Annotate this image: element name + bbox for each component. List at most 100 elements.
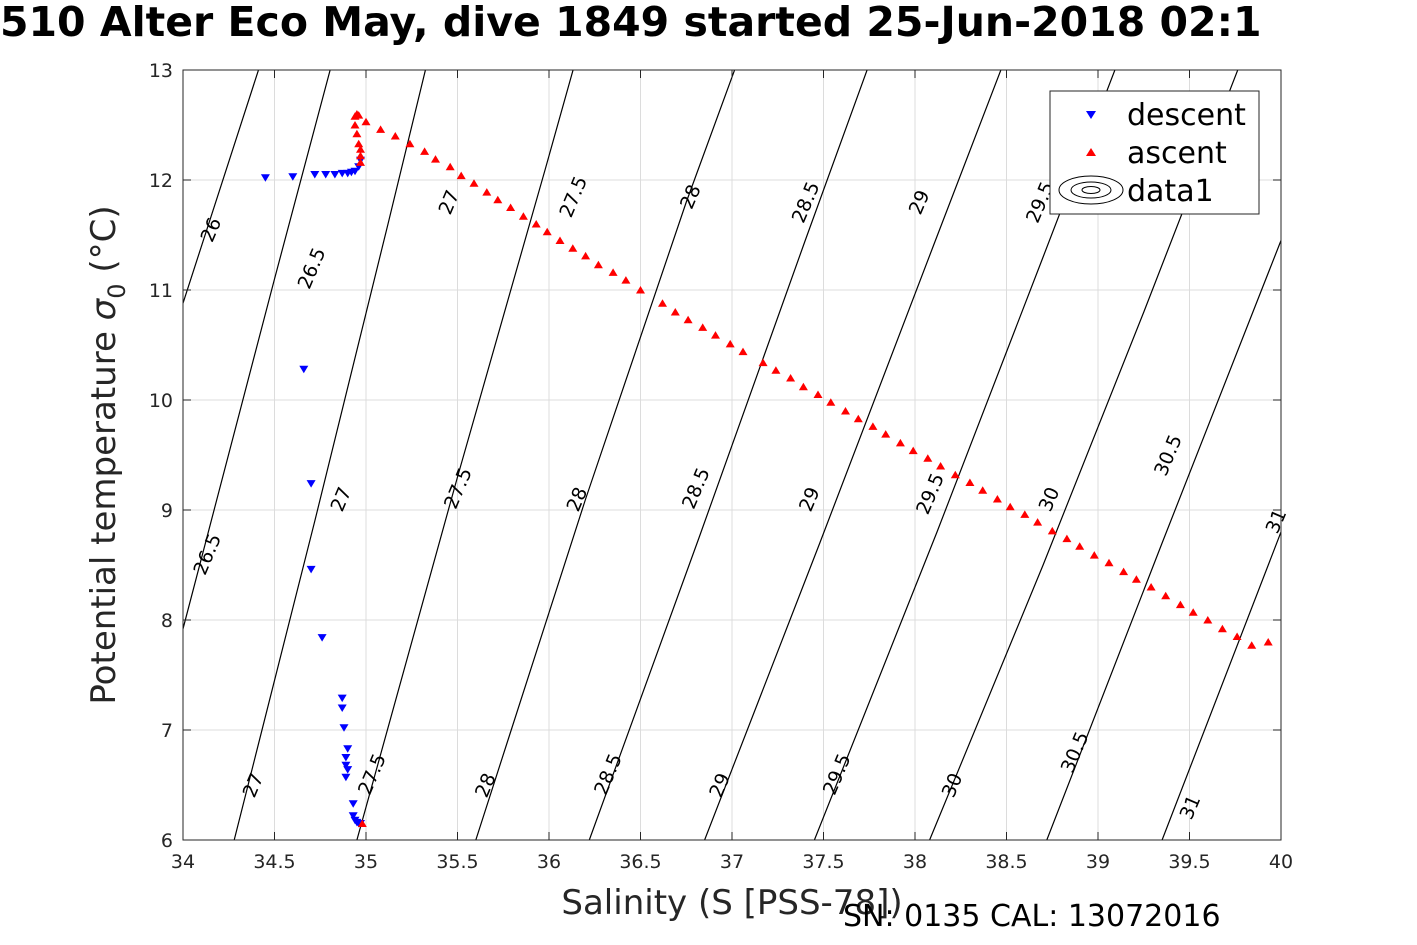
legend-ascent-marker (1086, 148, 1096, 156)
ascent-point (758, 358, 768, 367)
ascent-point (813, 390, 823, 398)
ascent-point (965, 478, 975, 486)
ascent-point (376, 125, 386, 133)
ascent-point (482, 188, 492, 196)
ascent-point (456, 171, 466, 180)
descent-point (341, 761, 351, 770)
descent-point (321, 171, 331, 179)
y-axis-label-unit: (°C) (84, 205, 124, 272)
contour-line-27.5 (356, 70, 574, 840)
ascent-point (978, 486, 988, 494)
ascent-point (786, 374, 796, 382)
ascent-point (868, 422, 878, 430)
ascent-point (1131, 575, 1141, 583)
ascent-point (354, 111, 364, 119)
y-tick-label: 11 (149, 280, 173, 302)
ascent-point (469, 179, 479, 187)
ascent-point (1033, 518, 1043, 526)
ascent-point (621, 276, 631, 284)
x-tick-label: 34.5 (253, 851, 295, 873)
contour-line-26.5 (183, 70, 331, 629)
ascent-point (1247, 641, 1257, 649)
chart-title: 510 Alter Eco May, dive 1849 started 25-… (0, 0, 1262, 46)
x-tick-label: 37 (720, 851, 744, 873)
contour-line-29 (704, 70, 1002, 840)
axes: 34 34.5 35 35.5 36 36.5 37 37.5 38 38.5 39 39.5 40 6 7… (149, 60, 1293, 873)
descent-point (260, 174, 270, 182)
data-series (260, 110, 1273, 828)
ascent-point (725, 339, 735, 348)
x-tick-label: 39.5 (1168, 851, 1210, 873)
descent-point (306, 565, 316, 574)
descent-point (317, 634, 327, 642)
contour-line-26 (183, 70, 260, 304)
ascent-point (1075, 542, 1085, 550)
ascent-point (1161, 591, 1171, 600)
descent-point (306, 480, 316, 488)
x-tick-label: 39 (1086, 851, 1110, 873)
ascent-point (1217, 624, 1227, 633)
descent-point (341, 773, 351, 782)
ascent-point (445, 162, 455, 171)
ascent-point (352, 129, 362, 138)
y-tick-label: 9 (161, 500, 173, 522)
ascent-point (1119, 567, 1129, 576)
ascent-point (361, 117, 371, 126)
descent-point (310, 171, 320, 179)
ascent-point (357, 819, 367, 827)
ascent-point (356, 145, 365, 153)
ascent-point (698, 323, 708, 331)
ascent-point (506, 203, 516, 211)
ascent-point (568, 244, 578, 252)
ascent-point (1104, 558, 1114, 567)
ascent-point (1232, 632, 1242, 640)
ascent-point (420, 147, 430, 155)
y-tick-label: 12 (149, 170, 173, 192)
descent-point (330, 171, 340, 179)
ascent-point (1188, 608, 1198, 616)
contour-line-30.5 (1046, 240, 1281, 840)
legend-data1-label: data1 (1127, 174, 1214, 209)
ascent-point (350, 121, 360, 129)
x-tick-label: 38.5 (985, 851, 1027, 873)
x-axis-label: Salinity (S [PSS-78]) (561, 883, 902, 923)
ascent-point (493, 195, 503, 204)
ascent-point (1005, 502, 1015, 511)
ascent-point (853, 414, 863, 423)
ascent-point (1020, 510, 1030, 518)
ascent-point (354, 139, 364, 148)
ascent-point (670, 308, 680, 316)
legend-box (1049, 90, 1260, 215)
descent-point (341, 754, 351, 762)
ascent-point (683, 315, 693, 324)
contour-line-27 (233, 70, 427, 840)
x-tick-label: 38 (903, 851, 927, 873)
ascent-point (992, 495, 1002, 503)
legend-descent-marker (1086, 111, 1096, 119)
ascent-point (608, 268, 618, 276)
y-tick-label: 13 (149, 60, 173, 82)
descent-point (337, 704, 347, 712)
descent-point (339, 724, 349, 732)
grid-lines (182, 69, 1282, 841)
ascent-point (405, 139, 415, 148)
ascent-point (431, 155, 440, 163)
ascent-point (581, 251, 591, 260)
x-tick-label: 37.5 (802, 851, 844, 873)
descent-point (288, 173, 298, 181)
ascent-point (936, 462, 946, 470)
x-tick-label: 36.5 (619, 851, 661, 873)
y-axis-label: Potential temperature σ0 (°C) (84, 205, 131, 704)
ascent-point (841, 407, 850, 415)
y-axis-label-symbol: σ (84, 297, 124, 320)
legend-descent-label: descent (1127, 98, 1246, 133)
descent-point (343, 766, 353, 774)
ascent-point (542, 227, 552, 236)
legend[interactable]: descent ascent data1 (1049, 90, 1260, 215)
ascent-point (950, 470, 960, 479)
ascent-point (881, 430, 891, 438)
ascent-point (636, 286, 645, 294)
contour-line-28 (475, 70, 736, 840)
legend-ascent-label: ascent (1127, 136, 1227, 171)
